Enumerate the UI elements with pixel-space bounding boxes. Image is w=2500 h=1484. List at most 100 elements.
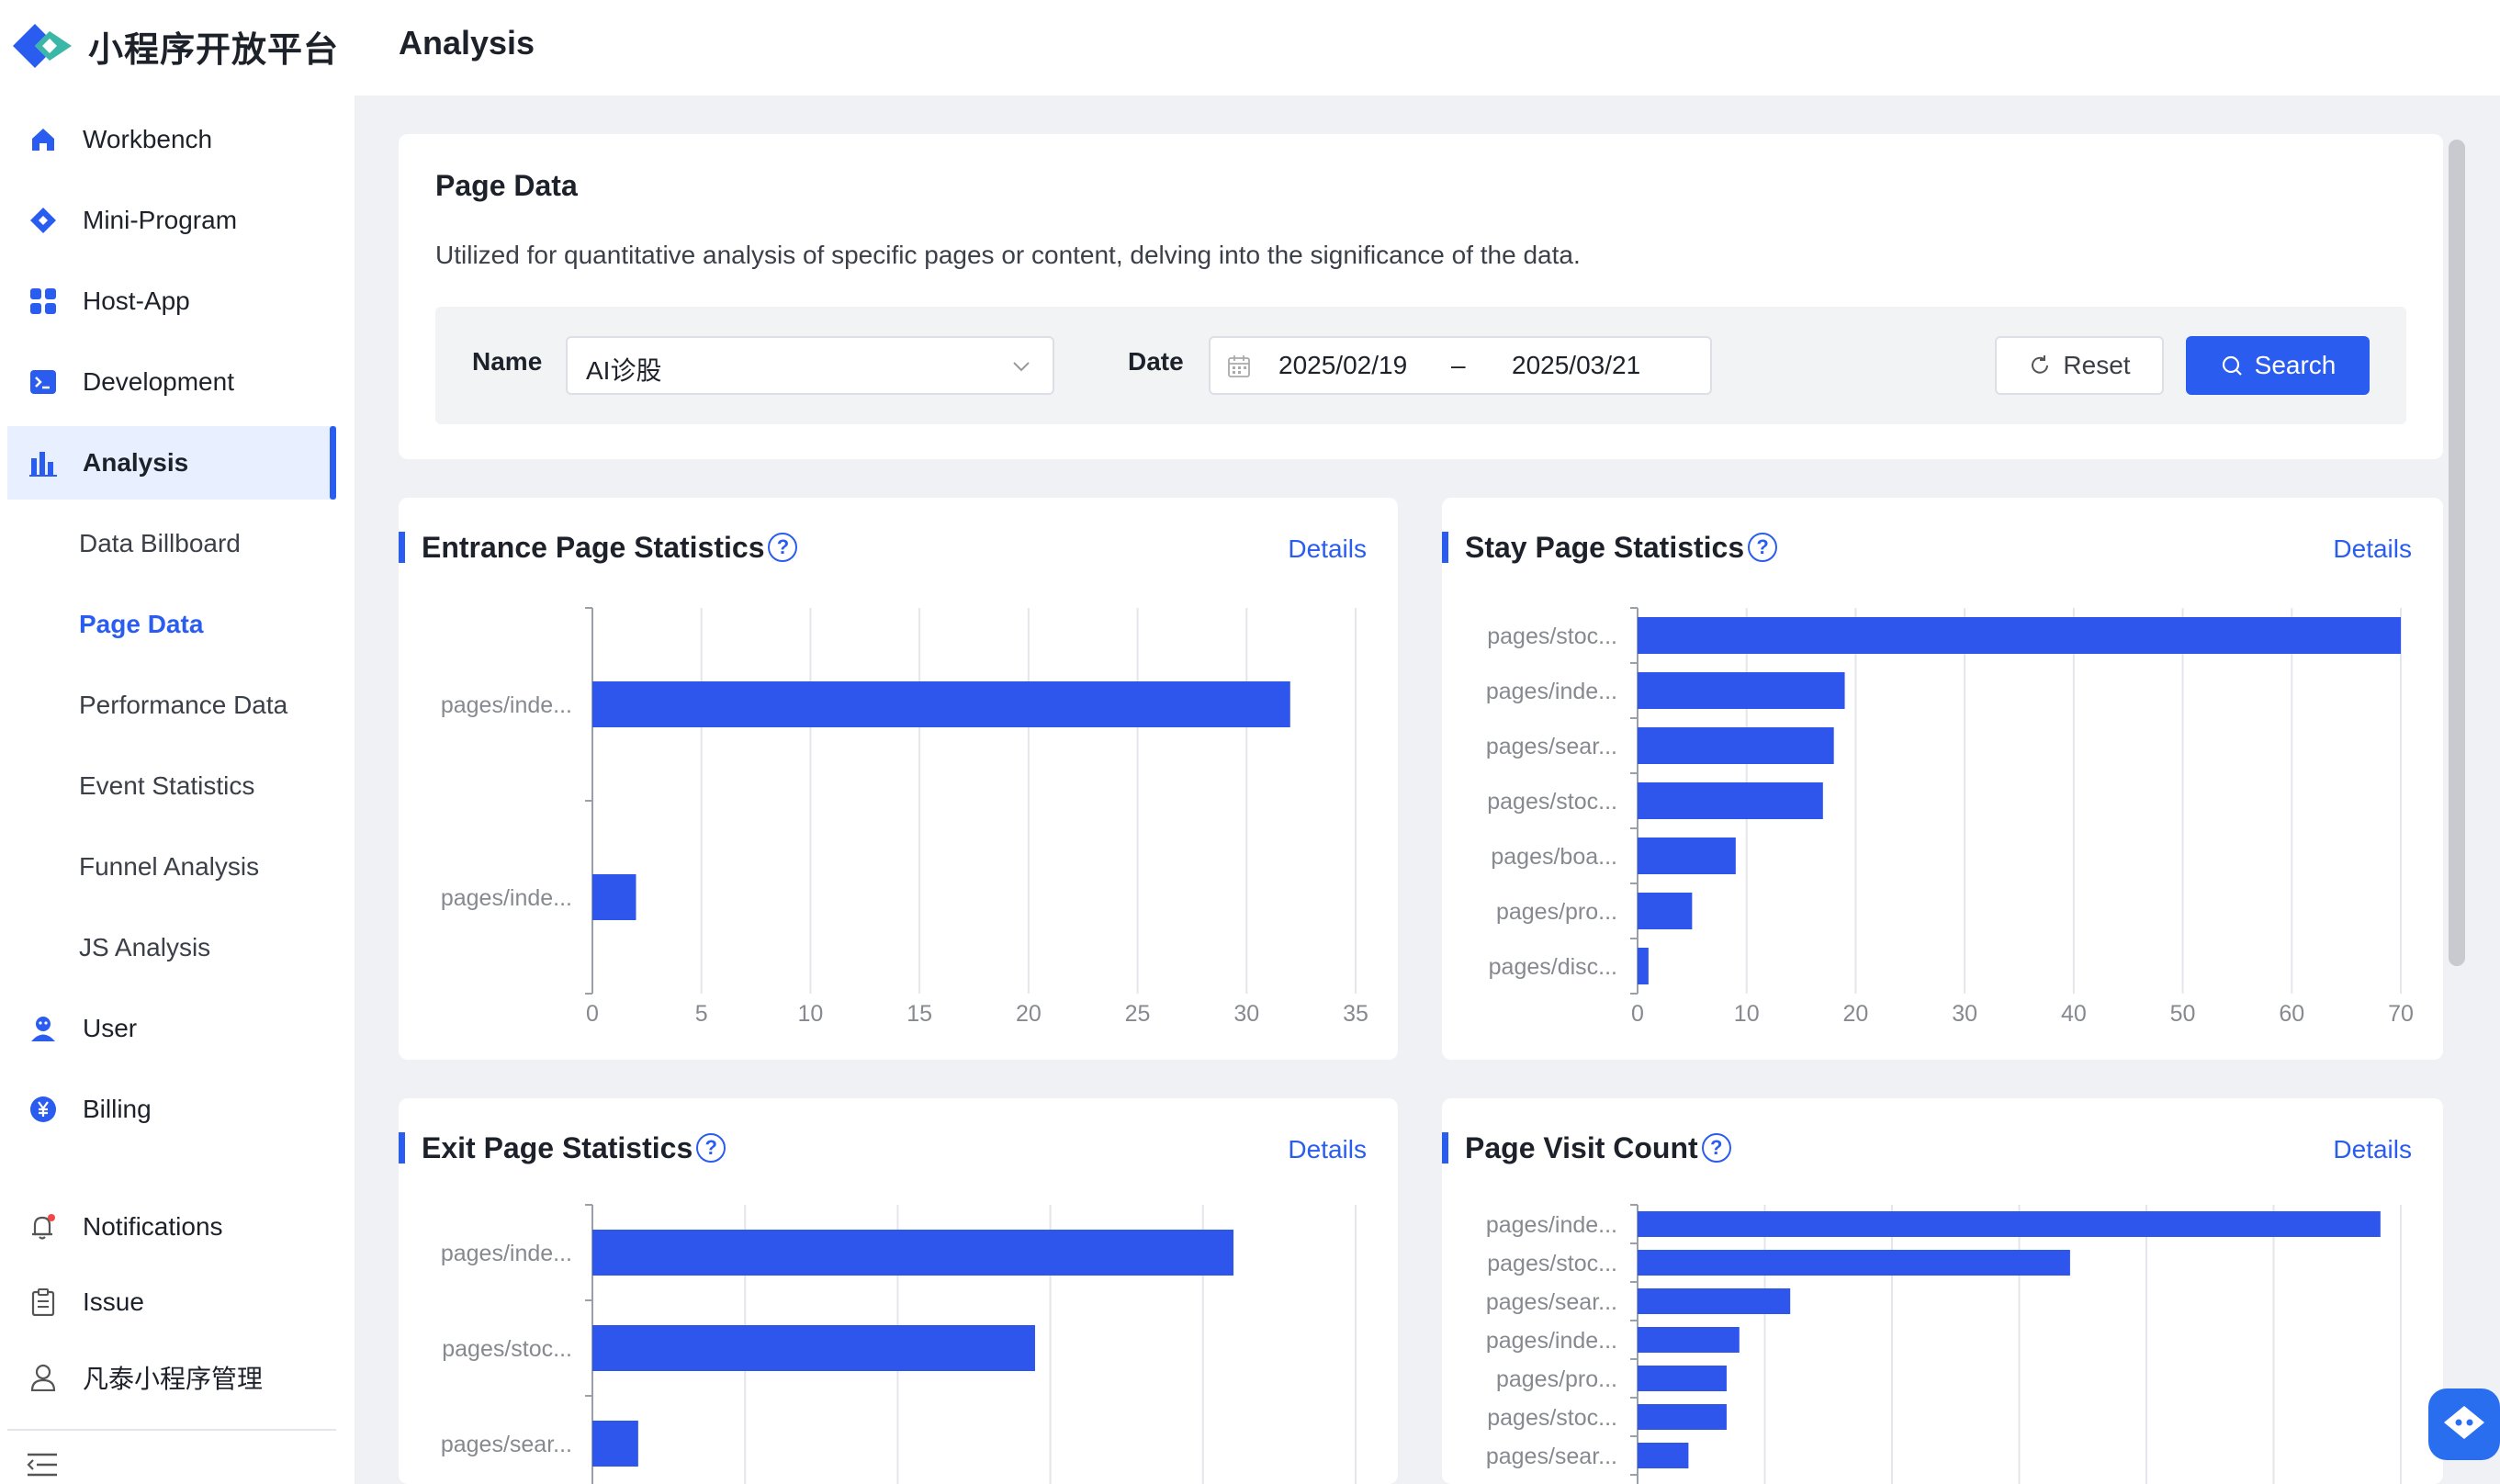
sidebar-item-label: Development (83, 367, 234, 396)
chat-bot-icon (2444, 1406, 2484, 1439)
bar (1638, 893, 1693, 929)
sidebar-item-host-app[interactable]: Host-App (7, 264, 336, 338)
reset-button[interactable]: Reset (1995, 336, 2164, 395)
x-tick-label: 60 (2279, 1001, 2304, 1027)
user-icon (28, 1013, 59, 1044)
bar (1638, 1443, 1689, 1468)
bar (592, 681, 1290, 727)
card-title: Exit Page Statistics (422, 1130, 693, 1164)
sidebar-subitem-page-data[interactable]: Page Data (79, 610, 204, 638)
sidebar-item-analysis[interactable]: Analysis (7, 426, 336, 500)
category-label: pages/pro... (1496, 1366, 1617, 1392)
help-icon[interactable]: ? (696, 1133, 726, 1163)
sidebar-item-billing[interactable]: Billing (7, 1073, 336, 1146)
bar (1638, 1211, 2381, 1237)
x-tick-label: 25 (1125, 1001, 1151, 1027)
sidebar-item-label: Issue (83, 1287, 144, 1316)
sidebar-item-user[interactable]: User (7, 992, 336, 1065)
exit-chart: pages/inde... pages/stoc... pages/sear... (441, 1204, 1357, 1484)
title-accent-bar (1442, 532, 1448, 563)
category-label: pages/sear... (441, 1432, 572, 1457)
logo-icon (9, 18, 75, 73)
details-link[interactable]: Details (1288, 1135, 1367, 1164)
category-label: pages/stoc... (1487, 1405, 1617, 1431)
help-icon[interactable]: ? (1701, 1133, 1731, 1163)
name-label: Name (472, 347, 543, 376)
x-tick-label: 10 (1734, 1001, 1760, 1027)
x-tick-label: 35 (1343, 1001, 1368, 1027)
sidebar-item-label: User (83, 1014, 138, 1042)
chevron-down-icon (1010, 354, 1032, 384)
sidebar-subitem-js-analysis[interactable]: JS Analysis (79, 933, 211, 961)
sidebar-item-notifications[interactable]: Notifications (7, 1190, 336, 1264)
sidebar-item-label: Analysis (83, 448, 189, 477)
assistant-button[interactable] (2428, 1388, 2500, 1460)
category-label: pages/inde... (1486, 679, 1617, 704)
bar (1638, 1366, 1727, 1391)
bar (1638, 1250, 2070, 1276)
sidebar: 小程序开放平台 Workbench Mini-Program Host-App … (0, 0, 355, 1484)
details-link[interactable]: Details (2333, 534, 2412, 563)
stay-chart: pages/stoc... pages/inde... pages/sear... p… (1486, 607, 2414, 1027)
header: Analysis (355, 0, 2500, 96)
brand-logo[interactable]: 小程序开放平台 (9, 17, 339, 75)
help-icon[interactable]: ? (768, 533, 798, 562)
start-date-input[interactable]: 2025/02/19 (1278, 351, 1408, 379)
x-tick-label: 5 (695, 1001, 708, 1027)
sidebar-item-label: Notifications (83, 1212, 223, 1241)
sidebar-item-label: Mini-Program (83, 206, 238, 234)
collapse-menu-icon[interactable] (26, 1451, 59, 1483)
x-tick-label: 20 (1843, 1001, 1869, 1027)
search-button-label: Search (2254, 351, 2337, 379)
sidebar-item-workbench[interactable]: Workbench (7, 103, 336, 176)
details-link[interactable]: Details (1288, 534, 1367, 563)
terminal-icon (28, 366, 59, 398)
name-select[interactable]: AI诊股 (566, 336, 1054, 395)
sidebar-item-label: 凡泰小程序管理 (83, 1365, 264, 1393)
sidebar-subitem-event-statistics[interactable]: Event Statistics (79, 771, 255, 800)
x-tick-label: 10 (798, 1001, 824, 1027)
category-label: pages/inde... (1486, 1328, 1617, 1354)
help-icon[interactable]: ? (1748, 533, 1778, 562)
scrollbar[interactable] (2449, 140, 2465, 966)
yen-icon (28, 1094, 59, 1125)
search-button[interactable]: Search (2186, 336, 2370, 395)
refresh-icon (2032, 355, 2049, 374)
bar (1638, 672, 1845, 709)
card-header: Exit Page Statistics ? (399, 1131, 726, 1164)
sidebar-item-mini-program-management[interactable]: 凡泰小程序管理 (7, 1341, 336, 1414)
title-accent-bar (399, 532, 405, 563)
grid-icon (28, 286, 59, 317)
sidebar-subitem-data-billboard[interactable]: Data Billboard (79, 529, 241, 557)
sidebar-subitem-funnel-analysis[interactable]: Funnel Analysis (79, 852, 260, 881)
x-tick-label: 0 (586, 1001, 599, 1027)
date-separator: – (1451, 351, 1466, 379)
card-title: Page Visit Count (1465, 1130, 1698, 1164)
page-title: Analysis (399, 24, 535, 62)
filter-bar: Name AI诊股 Date 2025/02/19 – 2025/03/21 R… (435, 307, 2406, 424)
sidebar-subitem-performance-data[interactable]: Performance Data (79, 691, 288, 719)
category-label: pages/stoc... (1487, 789, 1617, 815)
end-date-input[interactable]: 2025/03/21 (1512, 351, 1641, 379)
sidebar-item-issue[interactable]: Issue (7, 1265, 336, 1339)
visit-count-chart: pages/inde... pages/stoc... pages/sear... p… (1486, 1204, 2402, 1484)
reset-button-label: Reset (2063, 351, 2131, 379)
category-label: pages/boa... (1491, 844, 1617, 870)
sidebar-item-label: Host-App (83, 287, 190, 315)
card-title: Entrance Page Statistics (422, 530, 765, 564)
bar (1638, 782, 1823, 819)
date-range-picker[interactable]: 2025/02/19 – 2025/03/21 (1209, 336, 1712, 395)
x-tick-label: 20 (1016, 1001, 1042, 1027)
x-tick-label: 30 (1233, 1001, 1259, 1027)
category-label: pages/stoc... (442, 1336, 572, 1362)
sidebar-item-development[interactable]: Development (7, 345, 336, 419)
card-header: Page Visit Count ? (1442, 1131, 1731, 1164)
x-tick-label: 50 (2170, 1001, 2196, 1027)
sidebar-item-mini-program[interactable]: Mini-Program (7, 184, 336, 257)
details-link[interactable]: Details (2333, 1135, 2412, 1164)
sidebar-item-label: Billing (83, 1095, 152, 1123)
card-header: Stay Page Statistics ? (1442, 531, 1778, 564)
bar (592, 1230, 1234, 1276)
title-accent-bar (399, 1132, 405, 1164)
category-label: pages/sear... (1486, 1289, 1617, 1315)
